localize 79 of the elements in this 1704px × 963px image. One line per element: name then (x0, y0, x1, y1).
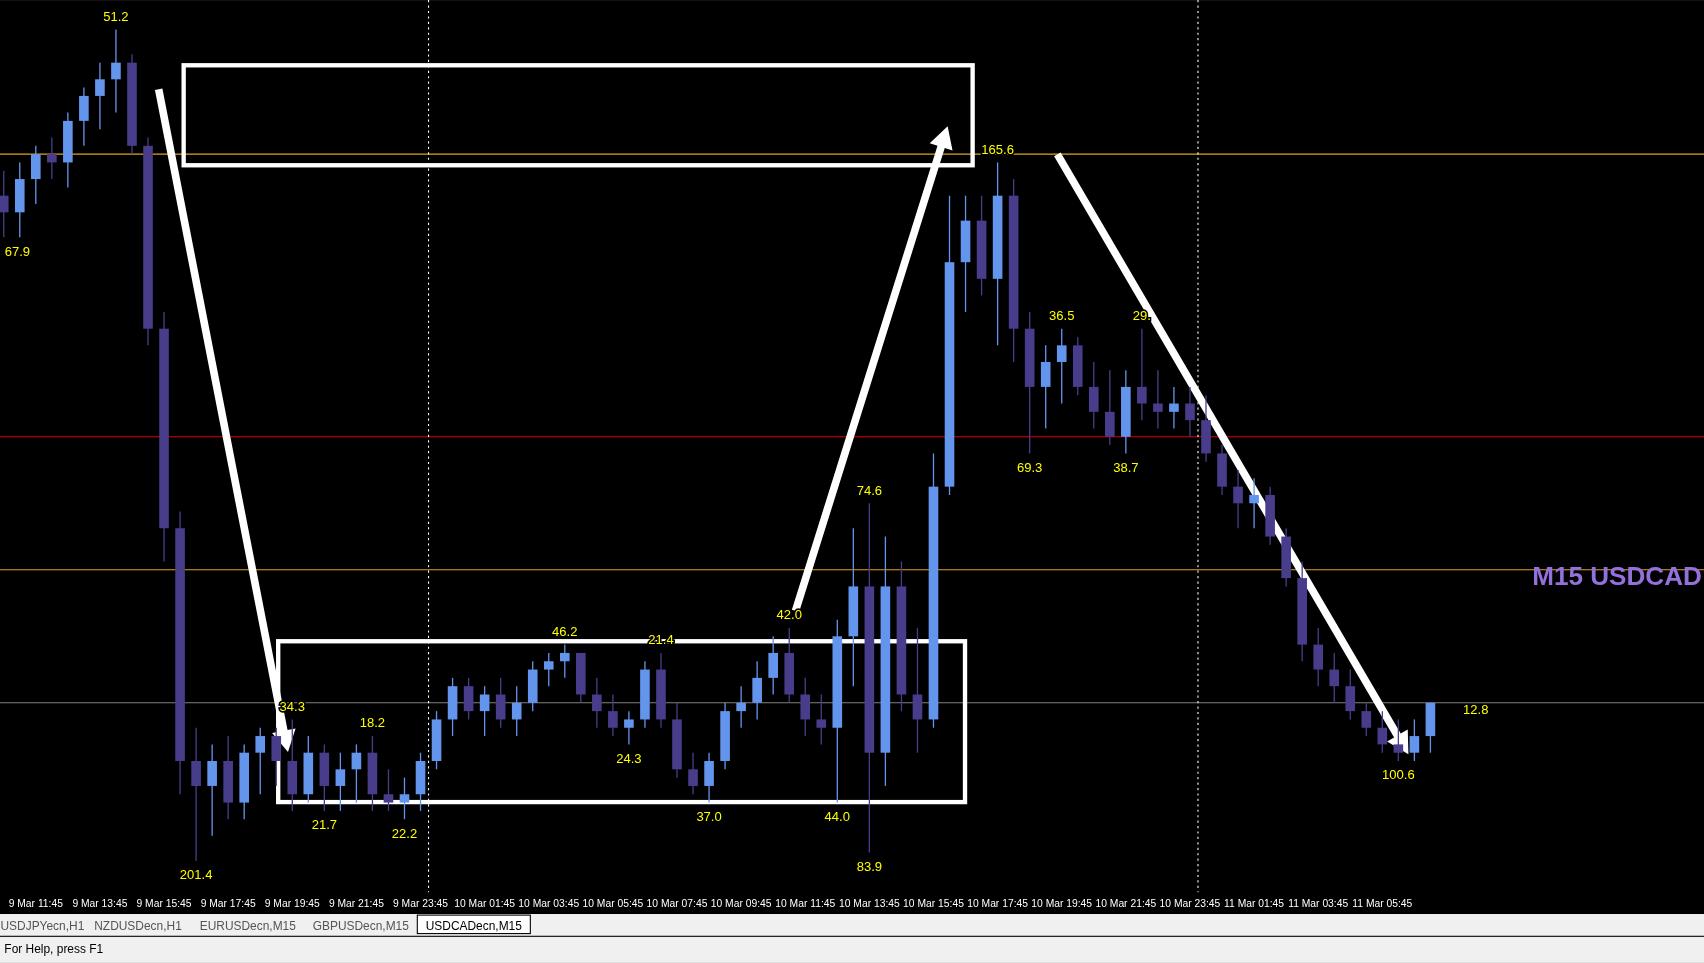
candlestick (1249, 477, 1259, 529)
candlestick (1377, 710, 1388, 754)
candlestick (383, 768, 394, 812)
annotation: 165.6 (981, 141, 1014, 157)
x-tick-label: 9 Mar 21:45 (328, 898, 385, 910)
annotation: 74.6 (856, 482, 883, 498)
text: EURUSDecn,M15 (199, 919, 297, 934)
candlestick (1185, 386, 1195, 438)
candlestick (624, 710, 634, 746)
candlestick (0, 170, 9, 238)
annotation: 83.9 (856, 858, 883, 874)
annotation: 18.2 (359, 715, 386, 731)
x-tick-label: 9 Mar 23:45 (393, 898, 449, 910)
candlestick (1056, 328, 1067, 405)
annotation: 69.3 (1016, 459, 1043, 475)
candlestick (608, 693, 618, 737)
x-tick-label: 11 Mar 05:45 (1352, 898, 1413, 910)
candlestick (1153, 369, 1163, 430)
annotation: 67.9 (4, 243, 31, 259)
x-tick-label: 9 Mar 11:45 (8, 898, 64, 910)
candlestick (688, 752, 698, 795)
annotation: 44.0 (824, 809, 850, 825)
x-tick-label: 9 Mar 17:45 (200, 898, 256, 910)
annotation: 37.0 (696, 809, 722, 825)
candlestick (559, 643, 570, 679)
text: USDCADecn,M15 (425, 919, 523, 934)
x-tick-label: 11 Mar 01:45 (1224, 898, 1285, 910)
x-tick-label: 10 Mar 11:45 (775, 898, 836, 910)
candlestick (1137, 328, 1147, 421)
x-tick-label: 10 Mar 05:45 (582, 898, 644, 910)
candlestick (592, 677, 602, 729)
x-tick-label: 11 Mar 03:45 (1288, 898, 1349, 910)
candlestick (479, 685, 490, 737)
candlestick (335, 752, 346, 812)
candlestick (399, 776, 410, 820)
x-tick-label: 10 Mar 03:45 (518, 898, 580, 910)
text: For Help, press F1 (4, 942, 104, 957)
x-tick-label: 9 Mar 15:45 (136, 898, 192, 910)
x-tick-label: 10 Mar 17:45 (967, 898, 1029, 910)
annotation: 22.2 (391, 825, 418, 841)
candlestick (95, 62, 105, 130)
candlestick (351, 743, 362, 804)
candlestick (511, 685, 522, 737)
candlestick (1361, 702, 1372, 737)
candlestick (47, 136, 57, 180)
candlestick (1409, 718, 1420, 762)
candlestick (736, 685, 746, 729)
candlestick (816, 693, 827, 746)
candlestick (1393, 718, 1404, 762)
x-tick-label: 10 Mar 23:45 (1159, 898, 1221, 910)
text: NZDUSDecn,H1 (94, 919, 183, 934)
candlestick (255, 727, 266, 795)
x-tick-label: 10 Mar 09:45 (710, 898, 772, 910)
x-tick-label: 9 Mar 13:45 (72, 898, 128, 910)
candlestick (1169, 386, 1179, 430)
annotation: 201.4 (179, 867, 213, 883)
annotation: 42.0 (776, 607, 802, 623)
text: GBPUSDecn,M15 (312, 919, 410, 934)
x-tick-label: 10 Mar 01:45 (454, 898, 516, 910)
annotation: 46.2 (552, 623, 578, 639)
annotation: 100.6 (1382, 767, 1415, 783)
annotation: 24.3 (616, 750, 642, 766)
x-tick-label: 10 Mar 07:45 (646, 898, 708, 910)
text: USDJPYecn,H1 (0, 919, 85, 934)
candlestick (543, 652, 554, 687)
candlestick (1233, 469, 1243, 529)
x-tick-label: 10 Mar 15:45 (903, 898, 965, 910)
candlestick (1329, 652, 1340, 704)
annotation: 12.8 (1463, 701, 1489, 717)
x-tick-label: 9 Mar 19:45 (264, 898, 321, 910)
annotation: 36.5 (1049, 308, 1075, 324)
x-tick-label: 10 Mar 19:45 (1031, 898, 1093, 910)
x-tick-label: 10 Mar 21:45 (1095, 898, 1157, 910)
x-tick-label: 10 Mar 13:45 (838, 898, 901, 910)
candlestick (111, 28, 121, 114)
annotation: M15 USDCAD (1532, 560, 1702, 591)
annotation: 21.7 (311, 817, 338, 833)
annotation: 51.2 (103, 8, 129, 24)
annotation: 38.7 (1113, 459, 1139, 475)
